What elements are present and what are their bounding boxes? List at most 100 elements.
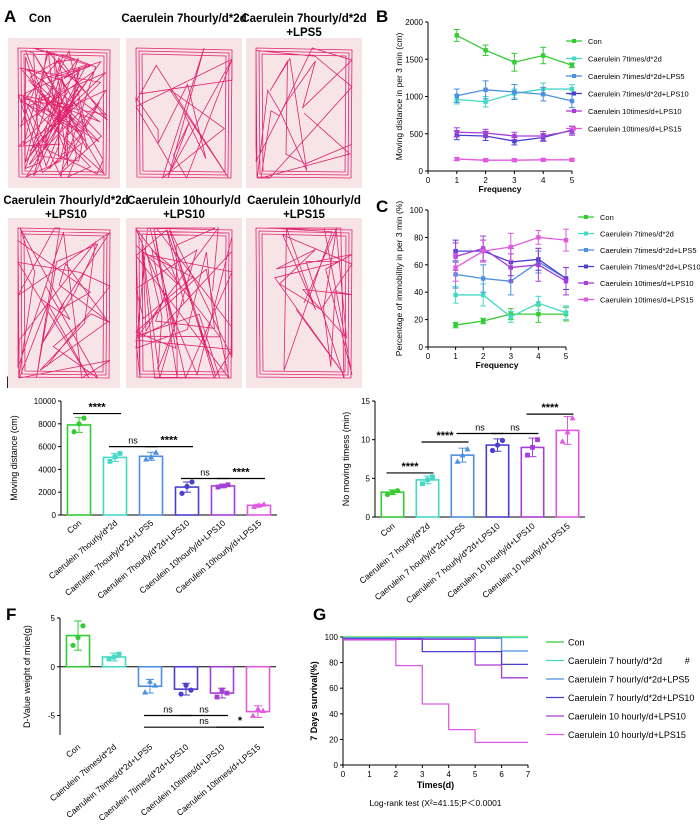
y-tick-label: 1500 <box>405 55 423 64</box>
data-point <box>536 311 541 317</box>
data-point <box>117 451 123 456</box>
survival-curve <box>343 638 528 666</box>
bar <box>380 491 405 518</box>
data-point <box>189 479 195 485</box>
movement-trace <box>17 47 111 179</box>
legend-label: Caerulein 7times/d*2d <box>600 230 674 239</box>
data-point <box>508 314 513 320</box>
y-tick-label: 100 <box>410 206 424 215</box>
legend-marker <box>584 264 588 269</box>
x-tick-label: 3 <box>420 770 425 779</box>
x-tick-label: 3 <box>509 352 514 361</box>
chart-g: 0 20 40 60 80 100 0 1 2 3 4 5 6 7 Times(d) 7 Days survi… <box>309 633 694 808</box>
x-tick-label: 3 <box>512 176 517 185</box>
significance-label: **** <box>436 430 454 442</box>
arena-label: Caerulein 7hourly/d*2d <box>241 13 366 25</box>
data-point <box>530 445 535 450</box>
legend-label: Caerulein 7 hourly/d*2d+LPS10 <box>568 693 694 703</box>
category-label: Caerulein 7hourly/d*2d <box>47 518 120 581</box>
data-point <box>153 449 159 455</box>
legend-marker <box>584 215 588 219</box>
data-point <box>394 488 401 494</box>
movement-trace <box>255 47 353 179</box>
data-point <box>512 133 517 139</box>
data-point <box>184 483 190 490</box>
legend-marker <box>584 297 588 302</box>
legend-label: Caerulein 7 hourly/d*2d <box>568 656 662 666</box>
y-axis-label: Percentage of immobility in per 3 min (%… <box>394 201 404 357</box>
y-tick-label: 0 <box>419 343 424 352</box>
data-point <box>81 415 87 421</box>
data-point <box>116 651 122 657</box>
significance-label: ns <box>199 705 209 715</box>
data-point <box>459 452 466 458</box>
survival-curve <box>343 639 528 744</box>
y-tick-label: 20 <box>329 735 338 744</box>
arena-label-line2: +LPS10 <box>45 209 87 221</box>
chart-d: 0 2000 4000 6000 8000 10000 Moving distance (c… <box>9 397 277 601</box>
y-tick-label: 10000 <box>34 397 57 406</box>
y-tick-label: -5 <box>48 712 56 721</box>
data-point <box>178 691 184 697</box>
data-point <box>106 656 112 662</box>
arena-label-line2: +LPS10 <box>163 209 205 221</box>
legend-marker <box>572 91 576 96</box>
legend-marker <box>584 248 588 252</box>
data-point <box>569 98 575 104</box>
significance-label: **** <box>160 435 178 447</box>
legend-label: Caerulein 7times/d*2d+LPS5 <box>600 246 697 255</box>
x-tick-label: 1 <box>453 352 458 361</box>
x-tick-label: 5 <box>564 352 569 361</box>
category-label: Caerulein 7times/d*2d <box>48 742 119 804</box>
data-point <box>508 265 513 270</box>
legend-label: Con <box>588 37 602 46</box>
data-point <box>255 705 261 712</box>
data-point <box>148 453 154 460</box>
arena-label: Caerulein 10hourly/d <box>247 195 361 207</box>
y-tick-label: 15 <box>361 397 370 406</box>
panel-letter-f: F <box>6 605 16 624</box>
x-tick-label: 0 <box>426 176 431 185</box>
data-point <box>384 491 391 498</box>
y-tick-label: 0 <box>51 663 56 672</box>
x-tick-label: 6 <box>499 770 504 779</box>
x-tick-label: 2 <box>394 770 399 779</box>
y-axis-label: D-Value weight of mice(g) <box>22 625 32 728</box>
arena-label-line2: +LPS15 <box>283 209 325 221</box>
data-point <box>569 63 575 68</box>
data-point <box>256 502 262 508</box>
data-point <box>512 139 517 144</box>
data-point <box>183 682 189 688</box>
data-point <box>389 489 396 495</box>
panel-letter-c: C <box>376 197 388 216</box>
bar <box>245 665 271 713</box>
bar <box>210 485 236 516</box>
significance-label: **** <box>401 461 419 473</box>
data-point <box>512 60 517 65</box>
data-point <box>420 481 425 487</box>
significance-label: ns <box>199 716 209 726</box>
legend-significance: # <box>685 656 690 666</box>
bar <box>66 424 92 516</box>
data-point <box>112 454 118 460</box>
legend-label: Con <box>568 638 585 648</box>
y-tick-label: 2000 <box>405 18 423 27</box>
data-point <box>152 682 158 688</box>
survival-curve <box>343 638 528 679</box>
data-point <box>483 130 488 136</box>
data-point <box>559 438 566 444</box>
data-point <box>569 157 575 163</box>
log-rank-annotation: Log-rank test (X²=41.15;P＜0.0001 <box>369 798 501 808</box>
legend-label: Caerulein 10 hourly/d+LPS10 <box>568 712 686 722</box>
x-tick-label: 0 <box>341 770 346 779</box>
legend-marker <box>584 231 588 236</box>
data-point <box>536 262 541 267</box>
data-point <box>430 474 435 480</box>
x-axis-label: Frequency <box>479 184 522 194</box>
y-tick-label: 100 <box>325 633 339 642</box>
significance-label: **** <box>88 402 106 414</box>
significance-label: ns <box>163 705 173 715</box>
significance-label: * <box>238 715 243 727</box>
data-point <box>481 248 486 254</box>
